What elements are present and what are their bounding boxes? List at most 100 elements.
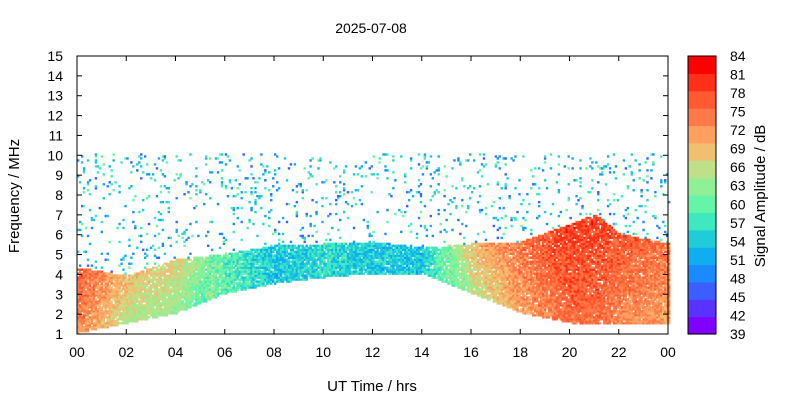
- heatmap-cell: [185, 298, 188, 301]
- heatmap-cell: [323, 252, 326, 255]
- heatmap-cell: [478, 254, 482, 257]
- heatmap-cell: [419, 248, 423, 251]
- heatmap-cell: [474, 262, 478, 265]
- heatmap-cell: [195, 292, 198, 295]
- heatmap-cell: [423, 204, 427, 208]
- heatmap-cell: [360, 270, 364, 273]
- heatmap-cell: [348, 256, 352, 259]
- heatmap-cell: [118, 290, 121, 293]
- heatmap-cell: [492, 200, 496, 204]
- heatmap-cell: [319, 256, 322, 259]
- heatmap-cell: [157, 246, 161, 250]
- heatmap-cell: [155, 256, 159, 259]
- heatmap-cell: [98, 288, 102, 291]
- heatmap-cell: [240, 250, 243, 253]
- heatmap-cell: [151, 244, 155, 248]
- heatmap-cell: [299, 264, 302, 267]
- heatmap-cell: [465, 258, 468, 261]
- heatmap-cell: [244, 278, 247, 281]
- heatmap-cell: [122, 314, 125, 317]
- heatmap-cell: [264, 254, 267, 257]
- heatmap-cell: [234, 290, 237, 293]
- heatmap-cell: [238, 286, 241, 289]
- heatmap-cell: [151, 314, 155, 317]
- heatmap-cell: [362, 258, 366, 261]
- heatmap-cell: [463, 254, 466, 257]
- heatmap-cell: [461, 280, 464, 283]
- heatmap-cell: [120, 294, 123, 297]
- heatmap-cell: [295, 191, 299, 194]
- heatmap-cell: [311, 270, 314, 273]
- heatmap-cell: [108, 314, 111, 317]
- heatmap-cell: [244, 282, 247, 285]
- heatmap-cell: [240, 264, 243, 267]
- heatmap-cell: [380, 268, 383, 271]
- heatmap-cell: [98, 290, 102, 293]
- heatmap-cell: [352, 173, 356, 176]
- heatmap-cell: [301, 246, 304, 250]
- heatmap-cell: [299, 250, 302, 253]
- heatmap-cell: [78, 316, 82, 319]
- heatmap-cell: [364, 254, 367, 257]
- heatmap-cell: [303, 238, 306, 242]
- heatmap-cell: [195, 276, 198, 279]
- heatmap-cell: [451, 272, 454, 275]
- heatmap-cell: [161, 314, 165, 317]
- heatmap-cell: [364, 256, 367, 259]
- heatmap-cell: [368, 260, 371, 263]
- heatmap-cell: [173, 268, 176, 271]
- heatmap-cell: [145, 290, 149, 293]
- heatmap-cell: [455, 246, 458, 250]
- heatmap-cell: [84, 282, 88, 285]
- heatmap-cell: [151, 276, 155, 279]
- heatmap-cell: [250, 157, 253, 160]
- heatmap-cell: [427, 246, 431, 250]
- heatmap-cell: [86, 322, 90, 325]
- heatmap-cell: [185, 181, 188, 184]
- heatmap-cell: [92, 304, 96, 307]
- heatmap-cell: [147, 280, 151, 283]
- heatmap-cell: [104, 258, 107, 261]
- heatmap-cell: [161, 218, 165, 222]
- heatmap-cell: [195, 278, 198, 281]
- heatmap-cell: [305, 276, 308, 279]
- heatmap-cell: [181, 292, 184, 295]
- heatmap-cell: [417, 246, 421, 250]
- heatmap-cell: [443, 264, 446, 267]
- heatmap-cell: [260, 262, 263, 265]
- heatmap-cell: [492, 276, 496, 279]
- heatmap-cell: [258, 270, 261, 273]
- heatmap-cell: [293, 272, 297, 275]
- heatmap-cell: [124, 278, 127, 281]
- heatmap-cell: [199, 302, 202, 305]
- heatmap-cell: [376, 244, 379, 248]
- heatmap-cell: [157, 312, 161, 315]
- heatmap-cell: [100, 276, 104, 279]
- heatmap-cell: [342, 272, 346, 275]
- heatmap-cell: [287, 268, 291, 271]
- heatmap-cell: [390, 252, 393, 255]
- heatmap-cell: [335, 272, 338, 275]
- heatmap-cell: [153, 278, 157, 281]
- heatmap-cell: [199, 262, 202, 265]
- heatmap-cell: [220, 284, 224, 287]
- heatmap-cell: [147, 195, 151, 198]
- heatmap-cell: [224, 276, 228, 279]
- heatmap-cell: [281, 258, 285, 261]
- heatmap-cell: [114, 276, 117, 279]
- heatmap-cell: [252, 278, 255, 281]
- heatmap-cell: [482, 274, 486, 277]
- heatmap-cell: [374, 268, 377, 271]
- heatmap-cell: [380, 254, 383, 257]
- heatmap-cell: [212, 266, 216, 269]
- heatmap-cell: [147, 306, 151, 309]
- heatmap-cell: [153, 296, 157, 299]
- heatmap-cell: [435, 264, 438, 267]
- heatmap-cell: [104, 300, 107, 303]
- heatmap-cell: [299, 270, 302, 273]
- heatmap-cell: [126, 306, 129, 309]
- heatmap-cell: [238, 274, 241, 277]
- heatmap-cell: [98, 278, 102, 281]
- heatmap-cell: [183, 268, 186, 271]
- heatmap-cell: [272, 280, 275, 283]
